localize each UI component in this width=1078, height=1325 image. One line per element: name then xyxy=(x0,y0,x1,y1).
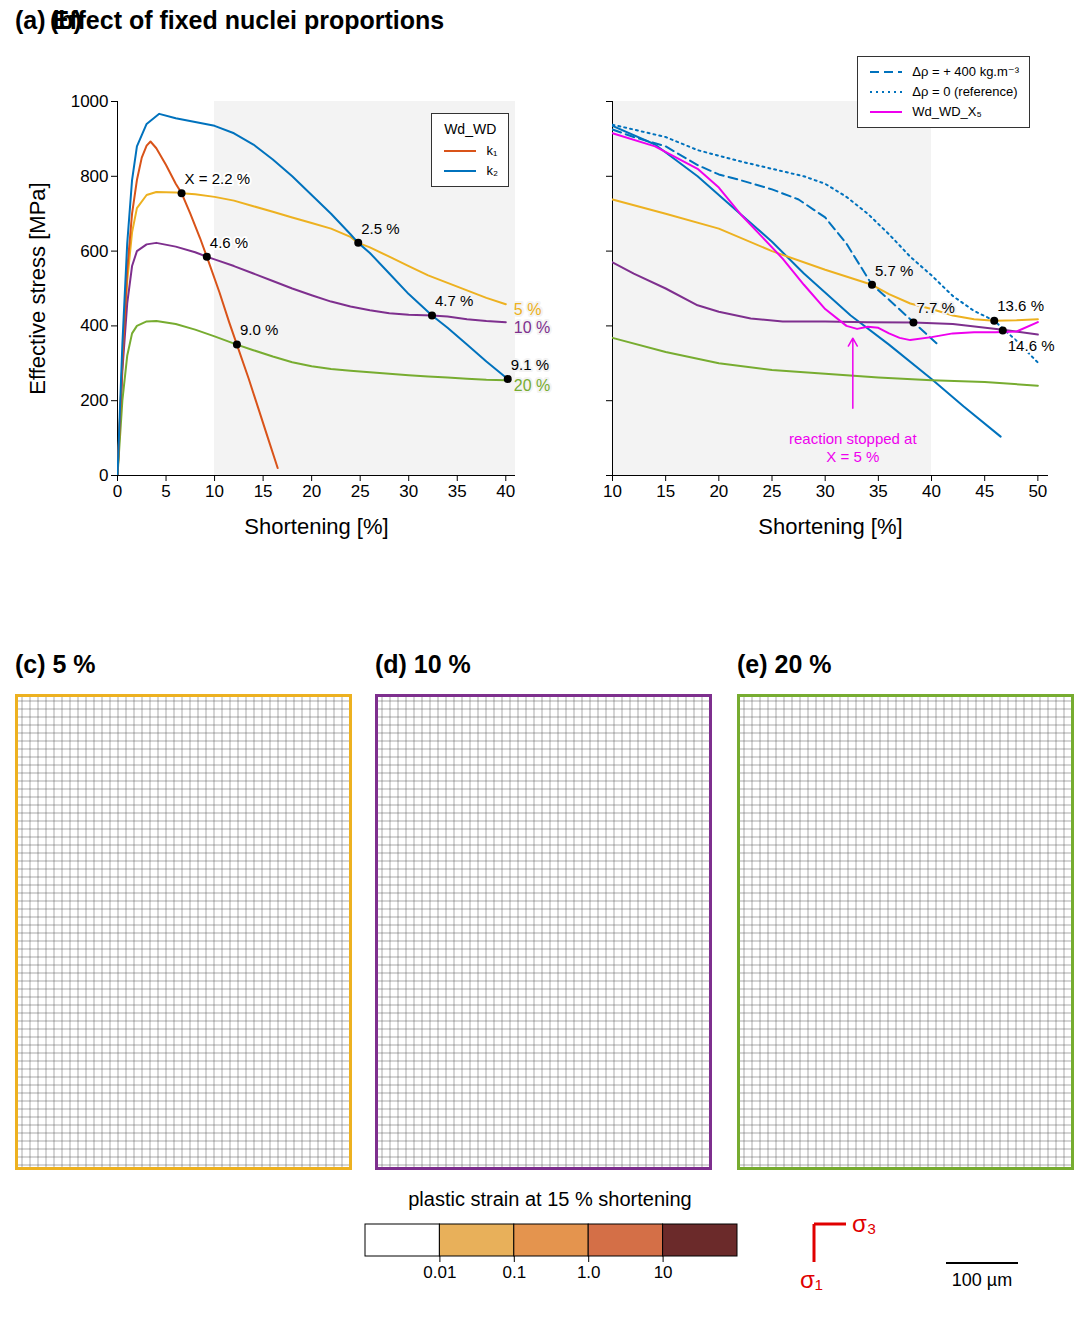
svg-text:20 %: 20 % xyxy=(514,377,550,394)
svg-text:20: 20 xyxy=(302,482,321,501)
svg-text:1.0: 1.0 xyxy=(577,1263,601,1282)
svg-text:20: 20 xyxy=(709,482,728,501)
svg-text:30: 30 xyxy=(816,482,835,501)
svg-text:Shortening [%]: Shortening [%] xyxy=(758,514,902,539)
svg-text:14.6 %: 14.6 % xyxy=(1008,337,1055,354)
svg-text:5: 5 xyxy=(161,482,170,501)
svg-text:10: 10 xyxy=(603,482,622,501)
svg-text:0: 0 xyxy=(99,466,108,485)
html-text:(a) Effect of fixed nuclei pro: (a) Effect of fixed nuclei proportions xyxy=(15,6,445,34)
svg-text:40: 40 xyxy=(496,482,515,501)
svg-text:Effective stress [MPa]: Effective stress [MPa] xyxy=(25,182,50,394)
html-text:(c) 5 %: (c) 5 % xyxy=(15,650,96,678)
svg-text:10: 10 xyxy=(205,482,224,501)
svg-text:Shortening [%]: Shortening [%] xyxy=(244,514,388,539)
html-text:Δρ = + 400 kg.m⁻³: Δρ = + 400 kg.m⁻³ xyxy=(912,64,1019,79)
svg-text:5 %: 5 % xyxy=(514,301,542,318)
svg-text:10 %: 10 % xyxy=(514,319,550,336)
svg-text:X = 2.2 %: X = 2.2 % xyxy=(185,170,250,187)
svg-text:5.7 %: 5.7 % xyxy=(875,262,913,279)
svg-text:400: 400 xyxy=(80,316,108,335)
html-text:100 µm: 100 µm xyxy=(951,1270,1013,1290)
svg-text:15: 15 xyxy=(656,482,675,501)
svg-text:600: 600 xyxy=(80,242,108,261)
svg-text:13.6 %: 13.6 % xyxy=(997,297,1044,314)
svg-text:9.1 %: 9.1 % xyxy=(511,356,549,373)
svg-text:0.1: 0.1 xyxy=(502,1263,526,1282)
svg-text:0.01: 0.01 xyxy=(423,1263,456,1282)
svg-text:1000: 1000 xyxy=(71,92,109,111)
svg-text:0: 0 xyxy=(113,482,122,501)
html-text:σ₁: σ₁ xyxy=(800,1266,823,1293)
html-text:k₁: k₁ xyxy=(486,143,498,158)
html-text:Δρ = 0 (reference): Δρ = 0 (reference) xyxy=(912,84,1018,99)
svg-text:25: 25 xyxy=(351,482,370,501)
svg-text:7.7 %: 7.7 % xyxy=(916,299,954,316)
svg-text:9.0 %: 9.0 % xyxy=(240,321,278,338)
html-text:σ₃: σ₃ xyxy=(852,1210,877,1237)
svg-text:4.7 %: 4.7 % xyxy=(435,292,473,309)
html-text:(b): (b) xyxy=(50,6,82,34)
svg-text:reaction stopped atX = 5 %: reaction stopped atX = 5 % xyxy=(789,430,917,464)
svg-text:25: 25 xyxy=(763,482,782,501)
html-text:(d) 10 %: (d) 10 % xyxy=(375,650,471,678)
html-text:Wd_WD_X₅: Wd_WD_X₅ xyxy=(912,104,982,119)
html-text:k₂: k₂ xyxy=(486,163,498,178)
svg-text:35: 35 xyxy=(869,482,888,501)
svg-text:40: 40 xyxy=(922,482,941,501)
svg-text:15: 15 xyxy=(254,482,273,501)
svg-text:800: 800 xyxy=(80,167,108,186)
svg-text:2.5 %: 2.5 % xyxy=(361,220,399,237)
html-text:Wd_WD: Wd_WD xyxy=(444,121,497,137)
svg-text:30: 30 xyxy=(399,482,418,501)
svg-text:10: 10 xyxy=(654,1263,673,1282)
html-text:plastic strain at 15 % shorten: plastic strain at 15 % shortening xyxy=(408,1188,692,1210)
svg-text:200: 200 xyxy=(80,391,108,410)
html-text:(e) 20 %: (e) 20 % xyxy=(737,650,832,678)
svg-text:50: 50 xyxy=(1028,482,1047,501)
svg-text:4.6 %: 4.6 % xyxy=(210,234,248,251)
svg-text:45: 45 xyxy=(975,482,994,501)
svg-text:35: 35 xyxy=(448,482,467,501)
